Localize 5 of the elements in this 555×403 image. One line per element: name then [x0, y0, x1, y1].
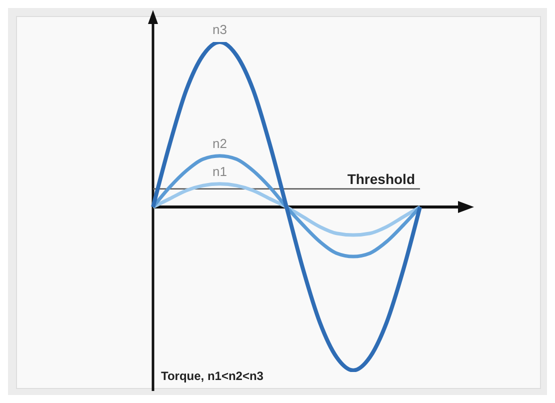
series-label: n2	[212, 136, 227, 151]
annotation: Torque, n1<n2<n3	[161, 369, 264, 383]
series-label: n3	[212, 22, 227, 37]
series-label: n1	[212, 164, 227, 179]
ref-line-label: Threshold	[347, 170, 415, 187]
